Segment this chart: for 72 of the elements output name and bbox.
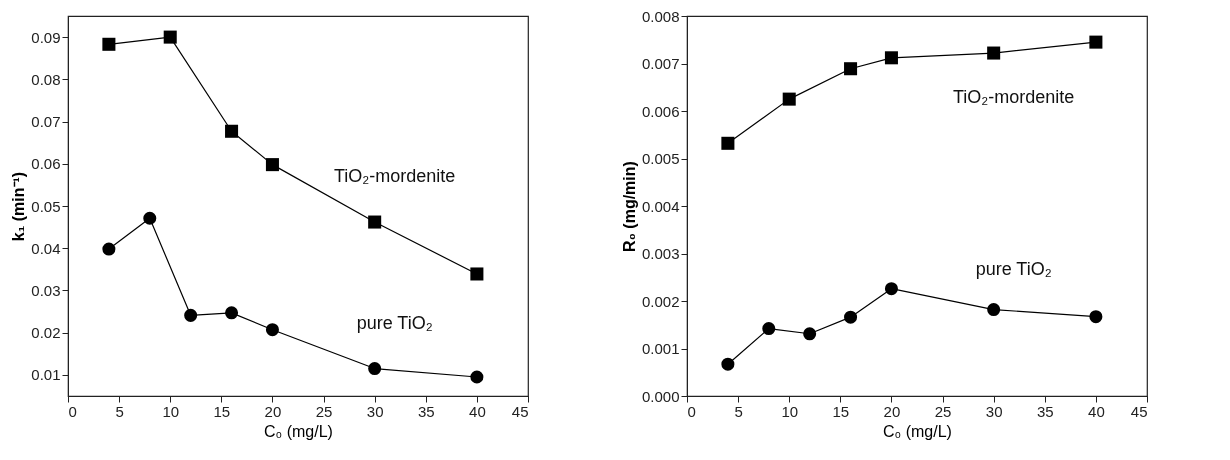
x-tick-label: 25 xyxy=(934,402,952,420)
x-tick-label: 20 xyxy=(883,402,901,420)
x-tick-label: 0 xyxy=(687,402,696,420)
point xyxy=(225,124,239,138)
y-tick-label: 0.02 xyxy=(31,324,61,342)
point xyxy=(102,242,116,256)
point xyxy=(163,30,177,44)
point xyxy=(884,51,898,65)
x-tick-label: 35 xyxy=(1036,402,1054,420)
point xyxy=(470,267,484,281)
point xyxy=(844,62,858,76)
y-tick-label: 0.005 xyxy=(641,150,680,167)
y-axis-title: R₀ (mg/min) xyxy=(620,161,638,252)
x-tick-label: 15 xyxy=(213,402,231,420)
point xyxy=(225,306,239,320)
x-tick-label: 5 xyxy=(734,402,743,420)
point xyxy=(987,303,1001,317)
point xyxy=(721,357,735,371)
point xyxy=(762,322,776,336)
y-tick-label: 0.01 xyxy=(31,366,61,384)
point xyxy=(1089,35,1103,49)
x-tick-label: 45 xyxy=(511,402,529,420)
x-tick-label: 25 xyxy=(315,402,333,420)
y-tick-label: 0.09 xyxy=(31,28,61,46)
series-label: pure TiO₂ xyxy=(356,312,433,333)
y-tick-label: 0.03 xyxy=(31,281,61,299)
y-axis-title: k₁ (min⁻¹) xyxy=(10,171,28,242)
y-tick-label: 0.07 xyxy=(31,113,61,131)
series-label: TiO₂-mordenite xyxy=(333,166,456,187)
x-tick-label: 10 xyxy=(781,402,799,420)
y-tick-label: 0.002 xyxy=(641,292,680,310)
x-tick-label: 30 xyxy=(985,402,1003,420)
y-tick-label: 0.06 xyxy=(31,155,61,173)
y-tick-label: 0.007 xyxy=(641,55,680,72)
y-tick-label: 0.05 xyxy=(31,197,61,215)
series-label: TiO₂-mordenite xyxy=(952,87,1075,108)
x-tick-label: 20 xyxy=(264,402,282,420)
x-tick-label: 5 xyxy=(115,402,124,420)
series-label: pure TiO₂ xyxy=(975,258,1052,279)
point xyxy=(470,370,484,384)
x-tick-label: 10 xyxy=(162,402,180,420)
y-tick-label: 0.000 xyxy=(641,387,680,405)
x-tick-label: 40 xyxy=(469,402,486,420)
point xyxy=(987,46,1001,60)
point xyxy=(721,136,735,150)
y-tick-label: 0.003 xyxy=(641,245,680,262)
point xyxy=(884,282,898,296)
y-tick-label: 0.04 xyxy=(31,239,61,257)
x-tick-label: 40 xyxy=(1088,402,1105,420)
x-axis-title: C₀ (mg/L) xyxy=(883,422,952,440)
y-tick-label: 0.006 xyxy=(641,102,680,120)
point xyxy=(102,37,116,51)
point xyxy=(184,308,198,322)
x-tick-label: 30 xyxy=(366,402,384,420)
x-tick-label: 45 xyxy=(1130,402,1148,420)
point xyxy=(803,327,817,341)
x-tick-label: 35 xyxy=(417,402,435,420)
point xyxy=(1089,310,1103,324)
point xyxy=(782,92,796,106)
x-axis-title: C₀ (mg/L) xyxy=(264,422,333,440)
x-tick-label: 0 xyxy=(68,402,77,420)
y-tick-label: 0.008 xyxy=(641,7,680,25)
point xyxy=(265,323,279,337)
point xyxy=(844,310,858,324)
y-tick-label: 0.08 xyxy=(31,70,61,88)
point xyxy=(143,211,157,225)
x-tick-label: 15 xyxy=(832,402,850,420)
y-tick-label: 0.004 xyxy=(641,197,680,215)
y-tick-label: 0.001 xyxy=(641,340,680,357)
point xyxy=(368,215,382,229)
point xyxy=(265,158,279,172)
point xyxy=(368,362,382,376)
